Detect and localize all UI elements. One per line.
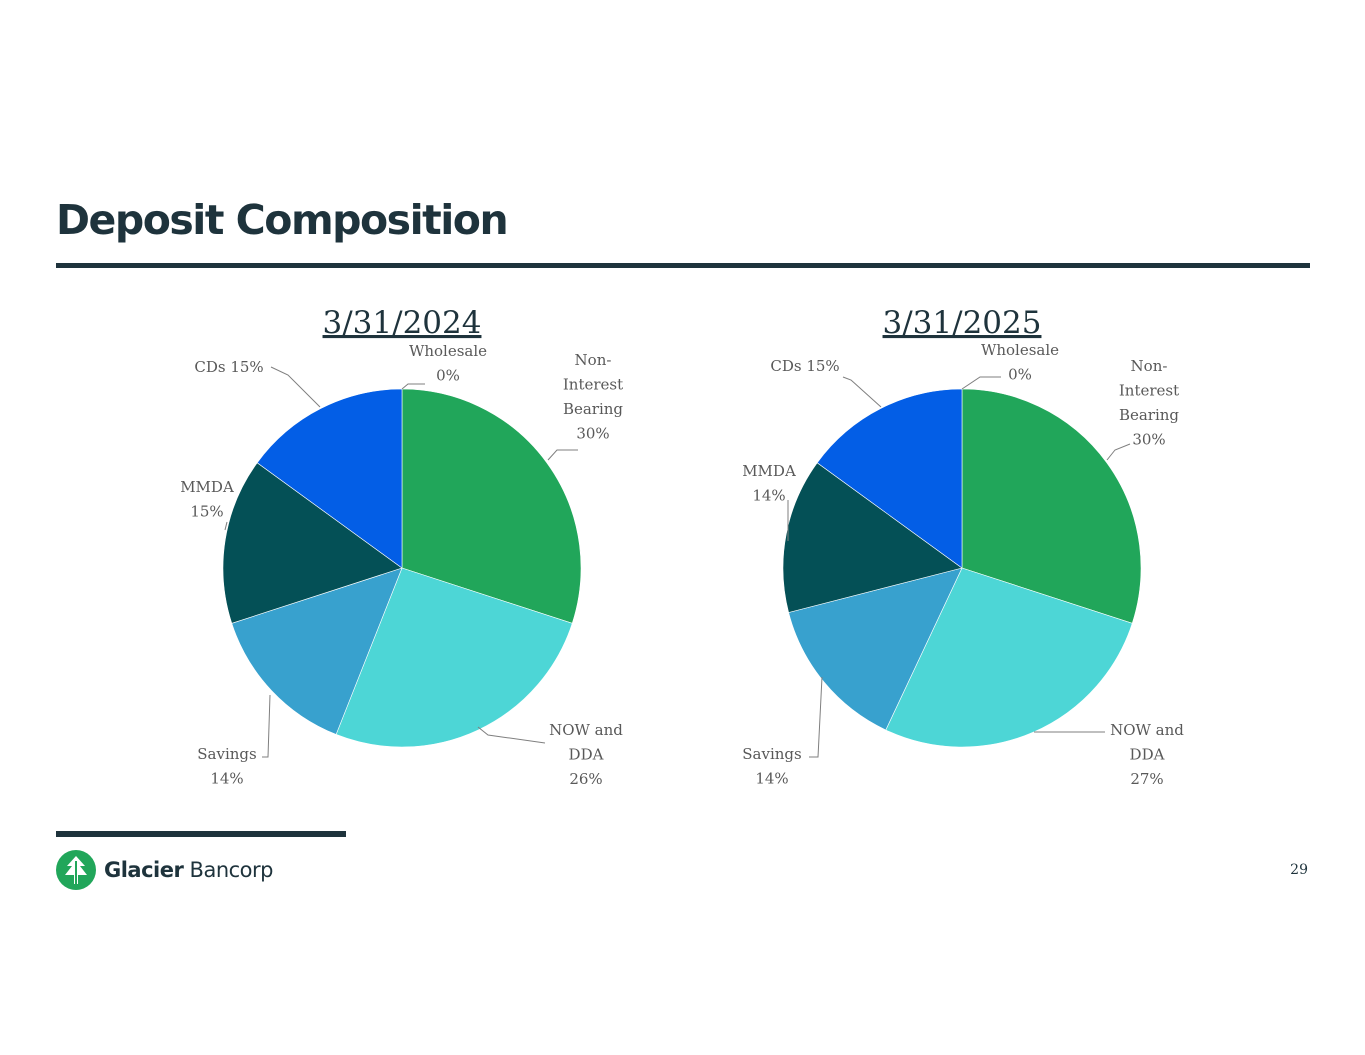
page-title: Deposit Composition [56, 196, 509, 244]
slice-label-now_dda: NOW and DDA 27% [1110, 721, 1184, 788]
slice-label-mmda: MMDA 14% [742, 462, 796, 505]
title-divider [56, 263, 1310, 268]
pie-slice-mmda [222, 462, 403, 624]
pie-slice-now_dda [335, 567, 573, 748]
slice-label-savings: Savings 14% [742, 745, 801, 788]
leader-line-wholesale [401, 383, 425, 390]
slice-label-now_dda: NOW and DDA 26% [549, 721, 623, 788]
slice-label-non_interest: Non-Interest Bearing 30% [1119, 357, 1180, 449]
leader-line-cds [842, 376, 882, 408]
pie-chart-2: 3/31/2025 Non-Interest Bearing 30% NOW and DD… [742, 305, 1184, 788]
slice-label-wholesale: Wholesale 0% [409, 342, 487, 385]
slice-label-savings: Savings 14% [197, 745, 256, 788]
logo-name-bold: Glacier [104, 858, 184, 882]
slice-label-cds: CDs 15% [770, 357, 839, 375]
chart-title: 3/31/2025 [883, 305, 1042, 341]
pie-slice-mmda [782, 462, 963, 613]
tree-icon [56, 850, 96, 890]
pie-slice-non_interest [961, 388, 1142, 624]
leader-line-savings [809, 676, 823, 758]
slice-label-wholesale: Wholesale 0% [981, 341, 1059, 384]
pie-slice-now_dda [885, 567, 1133, 748]
pie-slice-savings [788, 567, 963, 731]
pie-slice-cds [816, 388, 963, 569]
leader-line-mmda [224, 521, 228, 531]
glacier-bancorp-logo: Glacier Bancorp [56, 850, 274, 890]
page-number: 29 [1290, 862, 1308, 878]
leader-line-non_interest [1106, 443, 1131, 461]
slice-label-non_interest: Non-Interest Bearing 30% [563, 351, 624, 443]
slice-label-cds: CDs 15% [194, 358, 263, 376]
logo-name-light: Bancorp [189, 858, 274, 882]
leader-line-savings [262, 694, 271, 758]
leader-line-non_interest [547, 449, 578, 461]
chart-title: 3/31/2024 [323, 305, 482, 341]
slice-label-mmda: MMDA 15% [180, 478, 234, 521]
leader-line-cds [270, 366, 321, 408]
leader-line-now_dda [477, 726, 546, 744]
footer-divider [56, 831, 346, 837]
pie-slice-non_interest [401, 388, 582, 624]
pie-slice-cds [256, 388, 403, 569]
leader-line-wholesale [961, 376, 1001, 390]
pie-chart-1: 3/31/2024 Non-Interest Bearing 30% NOW and DD… [180, 305, 623, 788]
logo-wordmark: Glacier Bancorp [104, 858, 274, 882]
